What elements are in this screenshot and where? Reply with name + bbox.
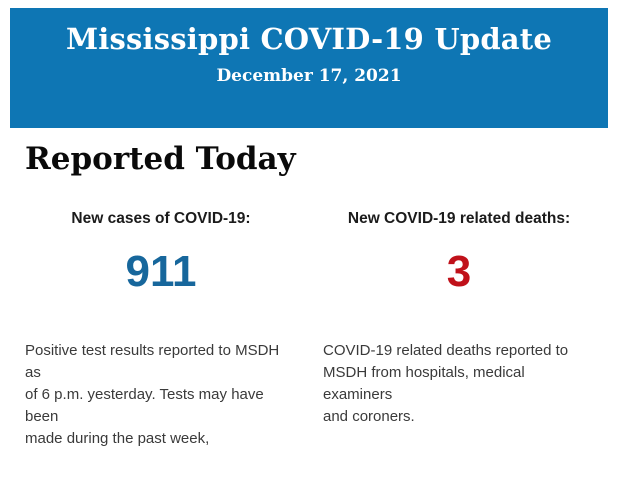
new-deaths-label: New COVID-19 related deaths: <box>347 209 571 227</box>
section-heading: Reported Today <box>25 141 296 177</box>
new-deaths-description: COVID-19 related deaths reported to MSDH… <box>323 342 569 426</box>
page-title: Mississippi COVID-19 Update <box>65 22 553 56</box>
new-cases-label: New cases of COVID-19: <box>71 209 251 227</box>
report-body: Reported Today New cases of COVID-19: 91… <box>0 128 620 450</box>
header-banner: Mississippi COVID-19 Update December 17,… <box>10 8 608 128</box>
new-deaths-value: 3 <box>446 247 472 297</box>
stat-new-cases: New cases of COVID-19: 911 Positive test… <box>25 210 297 451</box>
new-cases-description: Positive test results reported to MSDH a… <box>25 342 280 448</box>
stat-new-deaths: New COVID-19 related deaths: 3 COVID-19 … <box>323 210 595 451</box>
report-date: December 17, 2021 <box>216 66 402 87</box>
stats-row: New cases of COVID-19: 911 Positive test… <box>25 210 595 451</box>
new-cases-value: 911 <box>125 247 197 297</box>
